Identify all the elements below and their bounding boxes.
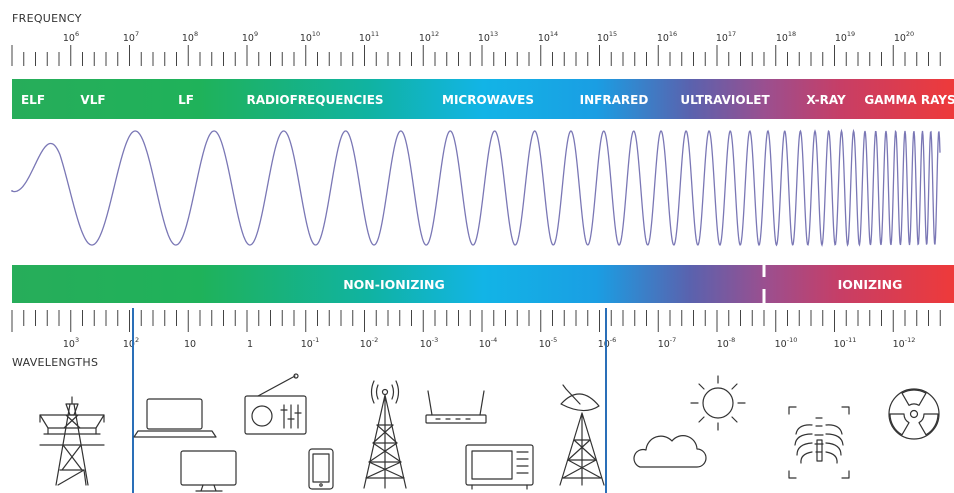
band-gradient-strip [12,79,954,119]
frequency-label: FREQUENCY [12,12,82,25]
tick-label: 10-6 [598,336,617,350]
wavelength-tick-labels: 103 102 10 1 10-1 10-2 10-3 10-4 10-5 10-6 10-7 10-… [63,336,915,350]
wave-curve [11,128,941,247]
tick-label: 1 [247,339,253,350]
frequency-ruler [11,45,941,66]
tick-label: 1012 [419,30,439,44]
radio-icon [244,373,307,435]
band-label: GAMMA RAYS [864,93,954,107]
frequency-tick-labels: 106 107 108 109 1010 1011 1012 1013 1014 1015 1016… [63,30,914,44]
wavelengths-label: WAVELENGTHS [12,356,99,369]
microwave-oven-icon [465,444,534,490]
sun-icon [690,375,746,431]
radiation-symbol-icon [888,388,940,440]
ionization-gradient-strip [12,265,954,303]
tick-label: 107 [123,30,139,44]
wifi-router-icon [425,390,487,424]
band-label: INFRARED [580,93,649,107]
tick-label: 10-4 [479,336,498,350]
tick-label: 1019 [835,30,855,44]
band-label: X-RAY [806,93,846,107]
tick-label: 108 [182,30,198,44]
tick-label: 1017 [716,30,736,44]
tick-label: 10-11 [834,336,857,350]
tick-label: 10-10 [775,336,798,350]
tick-label: 1013 [478,30,498,44]
tick-label: 1014 [538,30,558,44]
tick-label: 10-5 [539,336,558,350]
satellite-dish-tower-icon [559,384,605,486]
ionizing-label: IONIZING [838,277,903,292]
tick-label: 1016 [657,30,677,44]
xray-chest-icon [788,406,850,479]
tick-label: 10-8 [717,336,736,350]
band-label: VLF [80,93,105,107]
smartphone-icon [308,448,334,490]
tick-label: 1018 [776,30,796,44]
laptop-icon [133,398,217,438]
wavelength-ruler [11,310,941,332]
tick-label: 10-3 [420,336,439,350]
band-label: RADIOFREQUENCIES [246,93,383,107]
tick-label: 10-1 [301,336,320,350]
tick-label: 1011 [359,30,379,44]
cell-tower-icon [363,380,407,489]
tick-label: 1015 [597,30,617,44]
tick-label: 106 [63,30,79,44]
tick-label: 1010 [300,30,320,44]
tick-label: 102 [123,336,139,350]
band-label: LF [178,93,194,107]
band-label: ULTRAVIOLET [680,93,770,107]
power-pylon-icon [39,396,105,486]
tick-label: 109 [242,30,258,44]
tick-label: 103 [63,336,79,350]
band-label: ELF [21,93,45,107]
tick-label: 10 [184,339,196,350]
tick-label: 10-2 [360,336,379,350]
tick-label: 10-12 [893,336,916,350]
band-label: MICROWAVES [442,93,534,107]
band-labels: ELF VLF LF RADIOFREQUENCIES MICROWAVES INFRAR… [21,93,954,107]
tick-label: 10-7 [658,336,677,350]
cloud-icon [633,435,707,468]
desktop-monitor-icon [180,450,237,492]
tick-label: 1020 [894,30,914,44]
non-ionizing-label: NON-IONIZING [343,277,445,292]
